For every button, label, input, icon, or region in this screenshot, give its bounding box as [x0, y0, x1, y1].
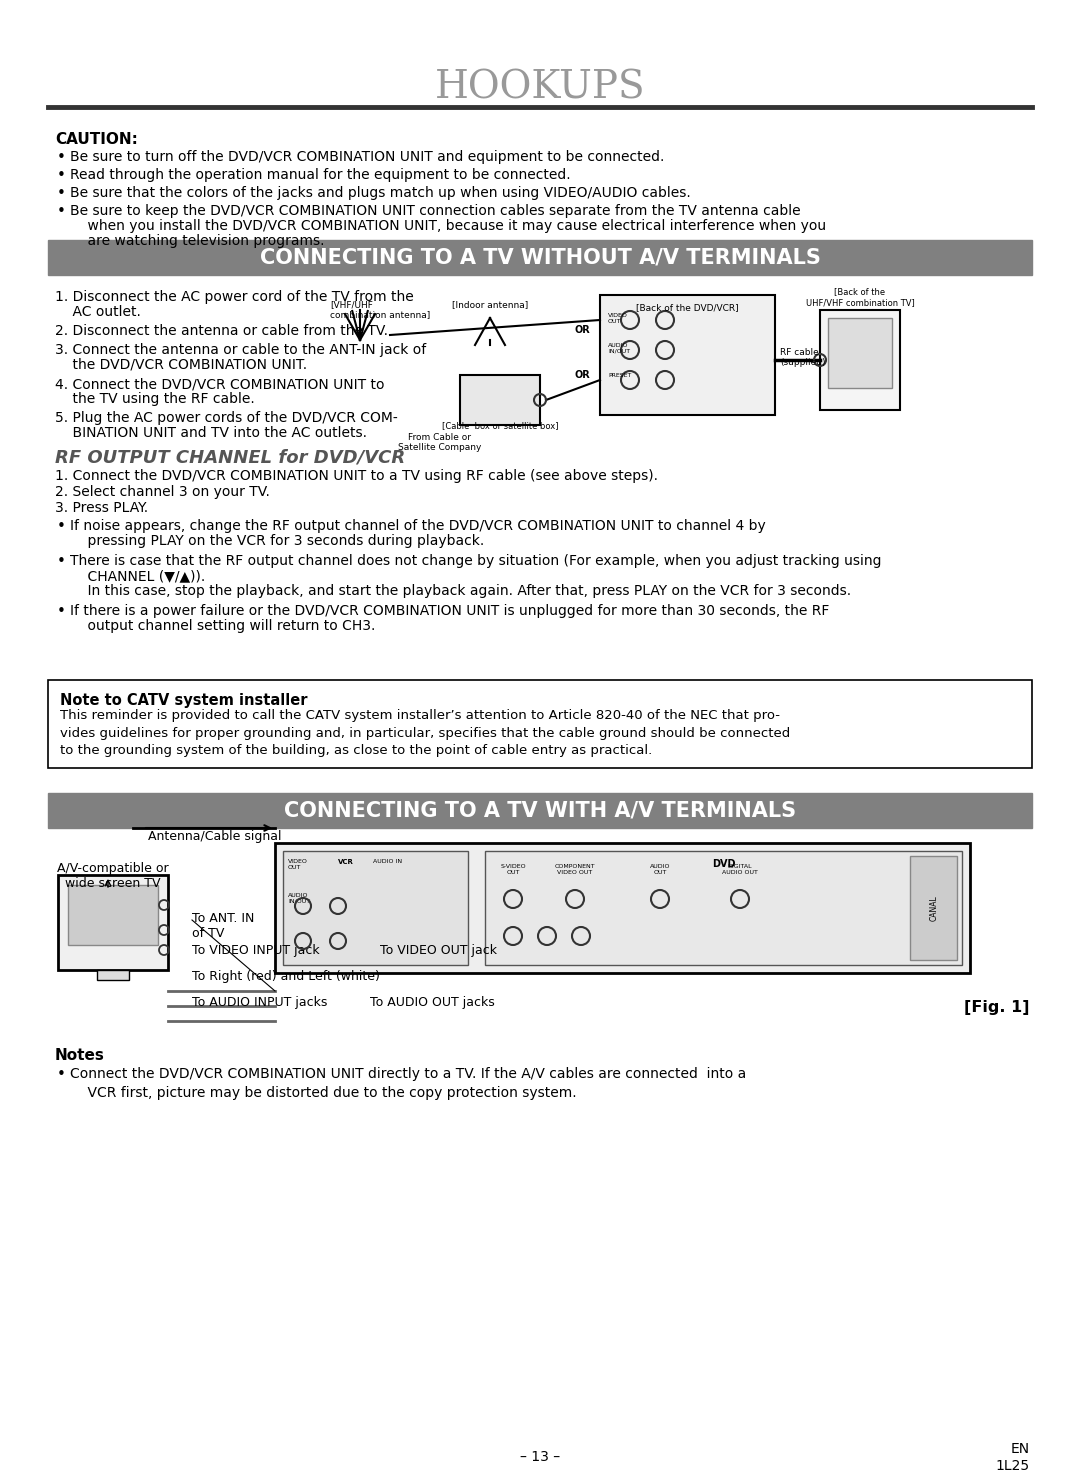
Text: Connect the DVD/VCR COMBINATION UNIT directly to a TV. If the A/V cables are con: Connect the DVD/VCR COMBINATION UNIT dir…: [70, 1066, 746, 1100]
Text: the DVD/VCR COMBINATION UNIT.: the DVD/VCR COMBINATION UNIT.: [55, 357, 307, 372]
Text: are watching television programs.: are watching television programs.: [70, 233, 324, 248]
Text: •: •: [57, 204, 66, 219]
Text: •: •: [57, 518, 66, 535]
Bar: [48, 679, 1032, 768]
Text: EN
1L25: EN 1L25: [996, 1442, 1030, 1473]
Text: PRESET: PRESET: [608, 374, 632, 384]
Text: VCR: VCR: [338, 860, 354, 866]
Text: AC outlet.: AC outlet.: [55, 304, 140, 319]
Bar: [820, 310, 900, 411]
Bar: [460, 375, 540, 425]
Text: AUDIO
OUT: AUDIO OUT: [650, 864, 671, 874]
Text: [Back of the DVD/VCR]: [Back of the DVD/VCR]: [636, 303, 739, 312]
Bar: [600, 295, 775, 415]
Text: Antenna/Cable signal: Antenna/Cable signal: [148, 830, 282, 843]
Text: 2. Select channel 3 on your TV.: 2. Select channel 3 on your TV.: [55, 484, 270, 499]
Text: CONNECTING TO A TV WITHOUT A/V TERMINALS: CONNECTING TO A TV WITHOUT A/V TERMINALS: [259, 248, 821, 267]
Text: CAUTION:: CAUTION:: [55, 131, 138, 148]
Text: If there is a power failure or the DVD/VCR COMBINATION UNIT is unplugged for mor: If there is a power failure or the DVD/V…: [70, 604, 829, 617]
Text: 1. Connect the DVD/VCR COMBINATION UNIT to a TV using RF cable (see above steps): 1. Connect the DVD/VCR COMBINATION UNIT …: [55, 470, 658, 483]
Text: To VIDEO INPUT jack: To VIDEO INPUT jack: [192, 944, 320, 957]
Text: pressing PLAY on the VCR for 3 seconds during playback.: pressing PLAY on the VCR for 3 seconds d…: [70, 535, 484, 548]
Text: S-VIDEO
OUT: S-VIDEO OUT: [500, 864, 526, 874]
Text: 2. Disconnect the antenna or cable from the TV.: 2. Disconnect the antenna or cable from …: [55, 323, 388, 338]
Text: •: •: [57, 554, 66, 569]
Text: •: •: [57, 186, 66, 201]
Text: Be sure that the colors of the jacks and plugs match up when using VIDEO/AUDIO c: Be sure that the colors of the jacks and…: [70, 186, 691, 199]
Text: RF OUTPUT CHANNEL for DVD/VCR: RF OUTPUT CHANNEL for DVD/VCR: [55, 448, 405, 467]
Text: Be sure to turn off the DVD/VCR COMBINATION UNIT and equipment to be connected.: Be sure to turn off the DVD/VCR COMBINAT…: [70, 151, 664, 164]
Text: AUDIO IN: AUDIO IN: [373, 860, 402, 864]
Text: •: •: [57, 168, 66, 183]
Text: •: •: [57, 1066, 66, 1083]
Bar: [58, 874, 168, 970]
Bar: [283, 851, 468, 964]
Text: 3. Connect the antenna or cable to the ANT-IN jack of: 3. Connect the antenna or cable to the A…: [55, 343, 427, 357]
Text: •: •: [57, 151, 66, 165]
Text: [Indoor antenna]: [Indoor antenna]: [451, 300, 528, 309]
Text: OR: OR: [575, 371, 590, 380]
Text: To VIDEO OUT jack: To VIDEO OUT jack: [380, 944, 497, 957]
Text: There is case that the RF output channel does not change by situation (For examp: There is case that the RF output channel…: [70, 554, 881, 569]
Text: VIDEO
OUT: VIDEO OUT: [288, 860, 308, 870]
Text: [VHF/UHF
combination antenna]: [VHF/UHF combination antenna]: [330, 300, 430, 319]
Text: 3. Press PLAY.: 3. Press PLAY.: [55, 501, 148, 515]
Text: Notes: Notes: [55, 1049, 105, 1063]
Text: DIGITAL
AUDIO OUT: DIGITAL AUDIO OUT: [723, 864, 758, 874]
Text: CANAL: CANAL: [930, 895, 939, 920]
Text: To Right (red) and Left (white): To Right (red) and Left (white): [192, 970, 380, 984]
Text: A/V-compatible or
wide screen TV: A/V-compatible or wide screen TV: [57, 863, 168, 891]
Text: COMPONENT
VIDEO OUT: COMPONENT VIDEO OUT: [555, 864, 595, 874]
Text: From Cable or
Satellite Company: From Cable or Satellite Company: [399, 433, 482, 452]
Text: [Fig. 1]: [Fig. 1]: [964, 1000, 1030, 1015]
Text: 5. Plug the AC power cords of the DVD/VCR COM-: 5. Plug the AC power cords of the DVD/VC…: [55, 411, 397, 425]
Text: output channel setting will return to CH3.: output channel setting will return to CH…: [70, 619, 376, 634]
Text: BINATION UNIT and TV into the AC outlets.: BINATION UNIT and TV into the AC outlets…: [55, 425, 367, 440]
Text: – 13 –: – 13 –: [519, 1450, 561, 1464]
Text: To AUDIO INPUT jacks: To AUDIO INPUT jacks: [192, 995, 327, 1009]
Text: CONNECTING TO A TV WITH A/V TERMINALS: CONNECTING TO A TV WITH A/V TERMINALS: [284, 801, 796, 821]
Bar: [828, 318, 892, 388]
Text: DVD: DVD: [712, 860, 735, 868]
Text: CHANNEL (▼/▲)).: CHANNEL (▼/▲)).: [70, 569, 205, 583]
Text: To ANT. IN
of TV: To ANT. IN of TV: [192, 911, 255, 939]
Bar: [48, 239, 1032, 275]
Bar: [910, 857, 957, 960]
Text: To AUDIO OUT jacks: To AUDIO OUT jacks: [370, 995, 495, 1009]
Bar: [68, 885, 158, 945]
Text: Read through the operation manual for the equipment to be connected.: Read through the operation manual for th…: [70, 168, 570, 182]
Text: when you install the DVD/VCR COMBINATION UNIT, because it may cause electrical i: when you install the DVD/VCR COMBINATION…: [70, 219, 826, 233]
Text: HOOKUPS: HOOKUPS: [434, 69, 646, 106]
Text: the TV using the RF cable.: the TV using the RF cable.: [55, 391, 255, 406]
Text: 4. Connect the DVD/VCR COMBINATION UNIT to: 4. Connect the DVD/VCR COMBINATION UNIT …: [55, 377, 384, 391]
Text: RF cable
(supplied): RF cable (supplied): [780, 349, 825, 368]
Text: VIDEO
OUT: VIDEO OUT: [608, 313, 627, 323]
Bar: [97, 970, 129, 981]
Text: If noise appears, change the RF output channel of the DVD/VCR COMBINATION UNIT t: If noise appears, change the RF output c…: [70, 518, 766, 533]
Text: AUDIO
IN/OUT: AUDIO IN/OUT: [288, 894, 310, 904]
Text: [Cable  box or satellite box]: [Cable box or satellite box]: [442, 421, 558, 430]
Text: AUDIO
IN/OUT: AUDIO IN/OUT: [608, 343, 630, 354]
Text: [Back of the
UHF/VHF combination TV]: [Back of the UHF/VHF combination TV]: [806, 288, 915, 307]
Text: This reminder is provided to call the CATV system installer’s attention to Artic: This reminder is provided to call the CA…: [60, 709, 791, 758]
Bar: [485, 851, 962, 964]
Bar: [275, 843, 970, 973]
Text: 1. Disconnect the AC power cord of the TV from the: 1. Disconnect the AC power cord of the T…: [55, 289, 414, 304]
Bar: [48, 793, 1032, 829]
Text: OR: OR: [575, 325, 590, 335]
Text: Be sure to keep the DVD/VCR COMBINATION UNIT connection cables separate from the: Be sure to keep the DVD/VCR COMBINATION …: [70, 204, 800, 219]
Text: •: •: [57, 604, 66, 619]
Text: Note to CATV system installer: Note to CATV system installer: [60, 693, 308, 707]
Text: In this case, stop the playback, and start the playback again. After that, press: In this case, stop the playback, and sta…: [70, 583, 851, 598]
